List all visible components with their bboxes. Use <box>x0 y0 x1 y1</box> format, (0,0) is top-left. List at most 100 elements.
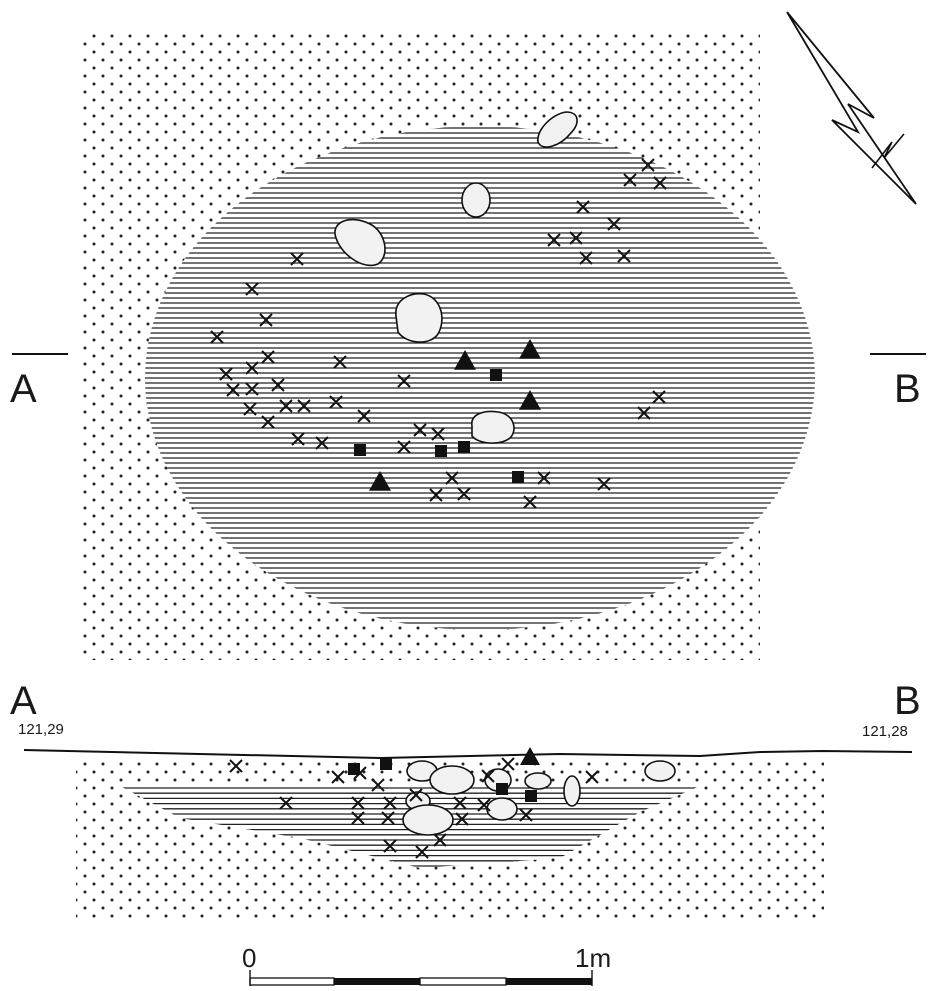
cross-find-icon <box>290 252 304 266</box>
cross-find-icon <box>259 313 273 327</box>
scale-label-one-meter: 1m <box>575 943 611 973</box>
cross-find-icon <box>547 233 561 247</box>
cross-find-icon <box>576 200 590 214</box>
plan-triangle-finds <box>369 339 541 491</box>
plan-section-label-a: A <box>10 367 37 411</box>
cross-find-icon <box>245 382 259 396</box>
plan-square-finds <box>354 369 524 483</box>
triangle-find-icon <box>454 350 476 370</box>
cross-find-icon <box>453 796 467 810</box>
plan-section-label-b: B <box>894 367 921 411</box>
plan-stones <box>334 111 578 444</box>
cross-find-icon <box>210 330 224 344</box>
scale-segment <box>334 978 420 985</box>
cross-find-icon <box>519 808 533 822</box>
stone <box>471 410 515 444</box>
plan-view: A B <box>10 32 926 660</box>
cross-find-icon <box>351 796 365 810</box>
profile-elevation-right: 121,28 <box>862 723 908 740</box>
cross-find-icon <box>397 374 411 388</box>
profile-triangle-finds <box>520 747 540 765</box>
cross-find-icon <box>579 251 593 265</box>
cross-find-icon <box>433 833 447 847</box>
stone <box>334 218 386 267</box>
profile-above-surface-mask <box>0 738 929 758</box>
cross-find-icon <box>623 173 637 187</box>
cross-find-icon <box>333 355 347 369</box>
scale-segment <box>506 978 592 985</box>
square-find-icon <box>490 369 502 381</box>
cross-find-icon <box>279 796 293 810</box>
cross-find-icon <box>219 367 233 381</box>
cross-find-icon <box>477 798 491 812</box>
stone <box>395 292 443 343</box>
stone <box>563 775 581 807</box>
cross-find-icon <box>637 406 651 420</box>
cross-find-icon <box>243 402 257 416</box>
cross-find-icon <box>537 471 551 485</box>
cross-find-icon <box>279 399 293 413</box>
cross-find-icon <box>415 845 429 859</box>
cross-find-icon <box>261 415 275 429</box>
north-arrow-outline <box>786 11 917 205</box>
cross-find-icon <box>413 423 427 437</box>
cross-find-icon <box>585 770 599 784</box>
stone <box>644 760 676 782</box>
cross-find-icon <box>383 839 397 853</box>
cross-find-icon <box>331 770 345 784</box>
cross-find-icon <box>455 812 469 826</box>
cross-find-icon <box>226 383 240 397</box>
cross-find-icon <box>315 436 329 450</box>
stone <box>524 772 552 790</box>
cross-find-icon <box>481 769 495 783</box>
cross-find-icon <box>569 231 583 245</box>
cross-find-icon <box>523 495 537 509</box>
cross-find-icon <box>329 395 343 409</box>
cross-find-icon <box>229 759 243 773</box>
profile-label-a: A <box>10 679 37 723</box>
north-arrow-letter-icon <box>871 133 905 169</box>
triangle-find-icon <box>519 339 541 359</box>
cross-find-icon <box>501 757 515 771</box>
cross-find-icon <box>383 796 397 810</box>
square-find-icon <box>354 444 366 456</box>
cross-find-icon <box>652 390 666 404</box>
square-find-icon <box>348 763 360 775</box>
profile-cross-finds <box>229 757 599 859</box>
stone <box>429 765 475 795</box>
profile-stones <box>402 760 676 836</box>
cross-find-icon <box>653 176 667 190</box>
plan-cross-finds <box>210 158 667 509</box>
stone <box>537 111 578 148</box>
scale-segment <box>249 977 335 986</box>
triangle-find-icon <box>520 747 540 765</box>
cross-find-icon <box>617 249 631 263</box>
north-arrow <box>786 11 917 205</box>
stone <box>402 804 454 836</box>
triangle-find-icon <box>369 471 391 491</box>
cross-find-icon <box>291 432 305 446</box>
cross-find-icon <box>261 350 275 364</box>
cross-find-icon <box>429 488 443 502</box>
square-find-icon <box>435 445 447 457</box>
scale-bar: 0 1m <box>242 943 611 986</box>
profile-elevation-left: 121,29 <box>18 721 64 738</box>
cross-find-icon <box>607 217 621 231</box>
cross-find-icon <box>245 282 259 296</box>
cross-find-icon <box>397 440 411 454</box>
cross-find-icon <box>445 471 459 485</box>
cross-find-icon <box>245 361 259 375</box>
cross-find-icon <box>381 811 395 825</box>
profile-square-finds <box>348 758 537 802</box>
cross-find-icon <box>431 427 445 441</box>
square-find-icon <box>496 783 508 795</box>
cross-find-icon <box>457 487 471 501</box>
stone <box>461 182 491 218</box>
square-find-icon <box>458 441 470 453</box>
cross-find-icon <box>297 399 311 413</box>
cross-find-icon <box>409 788 423 802</box>
cross-find-icon <box>357 409 371 423</box>
scale-segment <box>419 977 507 986</box>
triangle-find-icon <box>519 390 541 410</box>
